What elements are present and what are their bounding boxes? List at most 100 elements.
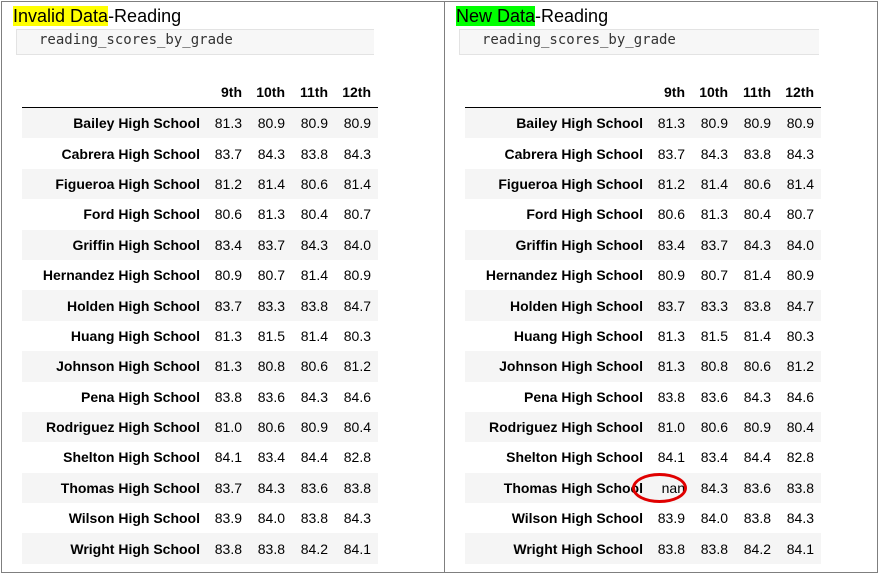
table-row: Cabrera High School 83.7 84.3 83.8 84.3 <box>465 138 821 168</box>
table-row: Hernandez High School 80.9 80.7 81.4 80.9 <box>465 260 821 290</box>
score-cell: 80.9 <box>743 115 771 132</box>
score-cell: 83.6 <box>700 388 728 405</box>
row-label-school: Johnson High School <box>56 358 200 375</box>
score-cell: 83.7 <box>214 145 242 162</box>
score-cell: 80.9 <box>743 419 771 436</box>
row-label-school: Thomas High School <box>503 479 643 496</box>
score-cell: 80.7 <box>343 206 371 223</box>
score-cell: 83.8 <box>786 479 814 496</box>
score-cell: 84.6 <box>343 388 371 405</box>
score-cell: 83.7 <box>657 297 685 314</box>
score-cell: 80.7 <box>700 267 728 284</box>
score-cell: 84.3 <box>786 510 814 527</box>
score-cell: 83.4 <box>214 236 242 253</box>
table-row: Griffin High School 83.4 83.7 84.3 84.0 <box>22 229 378 260</box>
row-label-school: Hernandez High School <box>485 267 643 284</box>
score-cell: 81.3 <box>214 327 242 344</box>
score-cell: 80.6 <box>257 419 285 436</box>
score-cell: 84.0 <box>786 236 814 253</box>
score-cell: 81.2 <box>657 175 685 192</box>
panel-invalid-data: Invalid Data-Reading reading_scores_by_g… <box>0 0 440 577</box>
score-cell: 83.8 <box>343 479 371 496</box>
score-cell: nan <box>661 479 685 496</box>
score-cell: 84.0 <box>700 510 728 527</box>
score-cell: 82.8 <box>343 449 371 466</box>
score-cell: 83.8 <box>700 540 728 557</box>
title-rest: -Reading <box>535 6 609 26</box>
score-cell: 83.8 <box>300 297 328 314</box>
title-rest: -Reading <box>108 6 182 26</box>
score-cell: 83.6 <box>257 388 285 405</box>
score-cell: 81.3 <box>214 115 242 132</box>
row-label-school: Pena High School <box>80 388 200 405</box>
table-row: Wright High School 83.8 83.8 84.2 84.1 <box>22 533 378 564</box>
code-cell[interactable]: reading_scores_by_grade <box>459 29 819 55</box>
score-cell: 84.3 <box>700 145 728 162</box>
score-cell: 83.8 <box>300 510 328 527</box>
score-cell: 84.3 <box>300 388 328 405</box>
score-cell: 81.3 <box>214 358 242 375</box>
score-cell: 81.4 <box>300 267 328 284</box>
row-label-school: Rodriguez High School <box>489 419 643 436</box>
score-cell: 84.1 <box>343 540 371 557</box>
score-cell: 84.3 <box>700 479 728 496</box>
table-header-row: 9th 10th 11th 12th <box>22 77 378 108</box>
score-cell: 84.3 <box>300 236 328 253</box>
row-label-school: Wright High School <box>513 540 643 557</box>
table-row: Wilson High School 83.9 84.0 83.8 84.3 <box>465 503 821 533</box>
score-cell: 84.3 <box>343 510 371 527</box>
table-row: Thomas High School 83.7 84.3 83.6 83.8 <box>22 472 378 504</box>
score-cell: 84.3 <box>343 145 371 162</box>
score-cell: 80.8 <box>257 358 285 375</box>
column-header: 10th <box>249 77 292 108</box>
score-cell: 80.3 <box>786 327 814 344</box>
score-cell: 80.9 <box>786 115 814 132</box>
panel-new-data: New Data-Reading reading_scores_by_grade… <box>443 0 881 577</box>
score-cell: 81.2 <box>343 358 371 375</box>
row-label-school: Ford High School <box>83 206 200 223</box>
score-cell: 84.1 <box>657 449 685 466</box>
score-cell: 84.2 <box>743 540 771 557</box>
score-cell: 80.7 <box>257 267 285 284</box>
code-cell[interactable]: reading_scores_by_grade <box>16 29 374 55</box>
score-cell: 83.7 <box>657 145 685 162</box>
row-label-school: Bailey High School <box>516 115 643 132</box>
score-cell: 80.9 <box>343 267 371 284</box>
score-cell: 84.3 <box>743 236 771 253</box>
row-label-school: Hernandez High School <box>42 267 200 284</box>
table-row: Thomas High School nan 84.3 83.6 83.8 <box>465 472 821 504</box>
row-label-school: Johnson High School <box>499 358 643 375</box>
table-row: Shelton High School 84.1 83.4 84.4 82.8 <box>465 442 821 472</box>
score-cell: 83.8 <box>657 540 685 557</box>
row-label-school: Wright High School <box>70 540 200 557</box>
score-cell: 80.3 <box>343 327 371 344</box>
score-cell: 80.4 <box>786 419 814 436</box>
row-label-school: Holden High School <box>67 297 200 314</box>
score-cell: 80.8 <box>700 358 728 375</box>
row-label-school: Huang High School <box>70 327 200 344</box>
panel-divider <box>444 1 445 573</box>
row-label-school: Wilson High School <box>68 510 200 527</box>
score-cell: 83.7 <box>214 479 242 496</box>
score-cell: 80.9 <box>300 419 328 436</box>
score-cell: 80.4 <box>300 206 328 223</box>
table-row: Johnson High School 81.3 80.8 80.6 81.2 <box>22 351 378 382</box>
dataframe-table: 9th 10th 11th 12th Bailey High School 81.… <box>22 77 378 564</box>
score-cell: 81.5 <box>700 327 728 344</box>
score-cell: 83.8 <box>743 297 771 314</box>
table-row: Huang High School 81.3 81.5 81.4 80.3 <box>465 321 821 351</box>
score-cell: 81.4 <box>743 267 771 284</box>
score-cell: 80.9 <box>700 115 728 132</box>
score-cell: 80.4 <box>743 206 771 223</box>
column-header: 11th <box>735 77 778 108</box>
table-corner <box>465 77 649 108</box>
score-cell: 84.7 <box>343 297 371 314</box>
table-row: Rodriguez High School 81.0 80.6 80.9 80.4 <box>465 411 821 443</box>
score-cell: 81.3 <box>257 206 285 223</box>
score-cell: 84.0 <box>343 236 371 253</box>
table-row: Rodriguez High School 81.0 80.6 80.9 80.4 <box>22 411 378 443</box>
score-cell: 83.6 <box>300 479 328 496</box>
score-cell: 80.9 <box>343 115 371 132</box>
table-row: Holden High School 83.7 83.3 83.8 84.7 <box>465 290 821 321</box>
score-cell: 81.4 <box>257 175 285 192</box>
